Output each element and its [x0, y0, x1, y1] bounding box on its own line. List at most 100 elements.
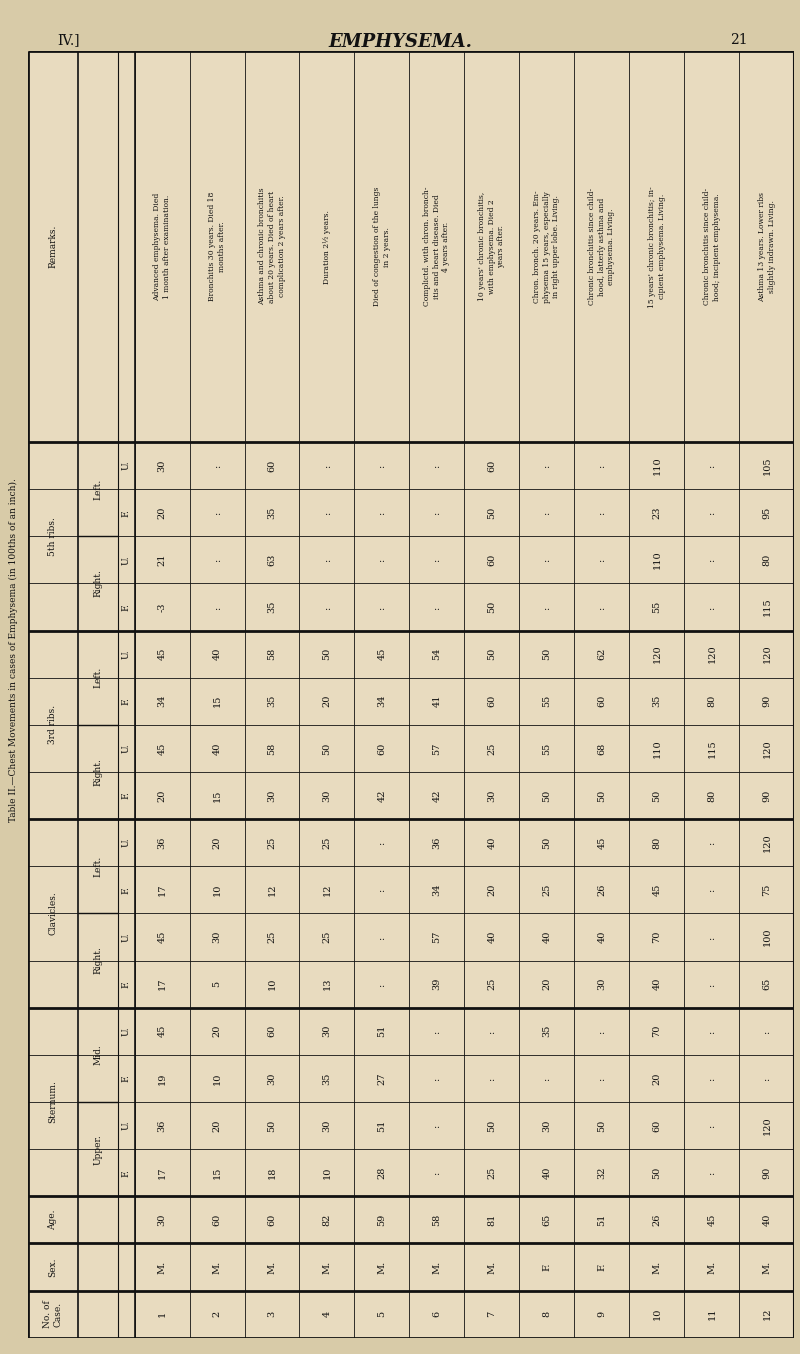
Text: 75: 75 — [762, 884, 771, 896]
Text: 9: 9 — [598, 1311, 606, 1317]
Text: 30: 30 — [322, 1120, 331, 1132]
Text: 3: 3 — [267, 1311, 277, 1317]
Text: 20: 20 — [653, 1072, 662, 1085]
Text: 40: 40 — [762, 1213, 771, 1227]
Text: 50: 50 — [598, 1120, 606, 1132]
Text: 57: 57 — [433, 930, 442, 944]
Text: 50: 50 — [542, 837, 551, 849]
Text: 3rd ribs.: 3rd ribs. — [49, 705, 58, 745]
Text: :: : — [598, 558, 606, 562]
Text: 45: 45 — [158, 649, 166, 661]
Text: 19: 19 — [158, 1072, 166, 1085]
Text: 82: 82 — [322, 1213, 331, 1227]
Text: 45: 45 — [158, 742, 166, 754]
Text: Chronic bronchitis since child-
hood, latterly asthma and
emphysema. Living.: Chronic bronchitis since child- hood, la… — [589, 188, 615, 305]
Text: 20: 20 — [322, 695, 331, 707]
Text: 95: 95 — [762, 506, 771, 519]
Text: 5: 5 — [378, 1311, 386, 1317]
Text: 115: 115 — [762, 597, 771, 616]
Text: Sternum.: Sternum. — [49, 1080, 58, 1124]
Text: :: : — [707, 841, 717, 845]
Text: 7: 7 — [487, 1311, 497, 1317]
Text: U.: U. — [122, 743, 130, 753]
Text: 50: 50 — [487, 506, 497, 519]
Text: F.: F. — [122, 697, 130, 705]
Text: 10 years' chronic bronchitis,
with emphysema. Died 2
years after.: 10 years' chronic bronchitis, with emphy… — [478, 192, 506, 302]
Text: 10: 10 — [213, 1072, 222, 1085]
Text: Right.: Right. — [94, 758, 102, 785]
Text: 80: 80 — [707, 789, 717, 802]
Text: 36: 36 — [158, 837, 166, 849]
Text: M.: M. — [322, 1261, 331, 1274]
Text: U.: U. — [122, 1026, 130, 1036]
Text: 10: 10 — [267, 978, 277, 990]
Text: 25: 25 — [487, 978, 497, 990]
Text: Asthma 13 years. Lower ribs
slightly indrawn. Living.: Asthma 13 years. Lower ribs slightly ind… — [758, 192, 776, 302]
Text: :: : — [213, 464, 222, 467]
Text: 20: 20 — [158, 789, 166, 802]
Text: 63: 63 — [267, 554, 277, 566]
Text: 13: 13 — [322, 978, 331, 990]
Text: Age.: Age. — [49, 1209, 58, 1231]
Text: 50: 50 — [542, 789, 551, 802]
Text: :: : — [487, 1029, 497, 1033]
Text: :: : — [762, 1076, 771, 1080]
Text: 50: 50 — [267, 1120, 277, 1132]
Text: 40: 40 — [213, 649, 222, 661]
Text: :: : — [433, 605, 442, 608]
Text: :: : — [707, 1171, 717, 1174]
Text: :: : — [433, 1076, 442, 1080]
Text: M.: M. — [653, 1261, 662, 1274]
Text: 30: 30 — [598, 978, 606, 990]
Text: Sex.: Sex. — [49, 1258, 58, 1277]
Text: 55: 55 — [542, 695, 551, 707]
Text: :: : — [542, 1076, 551, 1080]
Text: 25: 25 — [487, 742, 497, 754]
Text: :: : — [487, 1076, 497, 1080]
Text: 25: 25 — [487, 1167, 497, 1179]
Text: 51: 51 — [598, 1213, 606, 1227]
Text: 20: 20 — [158, 506, 166, 519]
Text: :: : — [378, 464, 386, 467]
Text: -3: -3 — [158, 603, 166, 612]
Text: 40: 40 — [542, 930, 551, 944]
Text: :: : — [707, 558, 717, 562]
Text: 45: 45 — [598, 837, 606, 849]
Text: :: : — [322, 510, 331, 515]
Text: :: : — [378, 936, 386, 938]
Text: :: : — [707, 1124, 717, 1127]
Text: 20: 20 — [487, 884, 497, 896]
Text: 62: 62 — [598, 649, 606, 661]
Text: 45: 45 — [707, 1213, 717, 1227]
Text: 25: 25 — [542, 884, 551, 896]
Text: U.: U. — [122, 555, 130, 565]
Text: 30: 30 — [267, 789, 277, 802]
Text: Clavicles.: Clavicles. — [49, 891, 58, 936]
Text: Right.: Right. — [94, 570, 102, 597]
Text: M.: M. — [267, 1261, 277, 1274]
Text: M.: M. — [433, 1261, 442, 1274]
Text: :: : — [707, 888, 717, 891]
Text: Chronic bronchitis since child-
hood; incipient emphysema.: Chronic bronchitis since child- hood; in… — [703, 188, 721, 305]
Text: Table II.—Chest Movements in cases of Emphysema (in 100ths of an inch).: Table II.—Chest Movements in cases of Em… — [9, 478, 18, 822]
Text: 2: 2 — [213, 1311, 222, 1317]
Text: 5: 5 — [213, 982, 222, 987]
Text: IV.]: IV.] — [58, 32, 80, 47]
Text: Right.: Right. — [94, 946, 102, 975]
Text: :: : — [378, 983, 386, 986]
Text: 81: 81 — [487, 1213, 497, 1227]
Text: 17: 17 — [158, 978, 166, 990]
Text: Duration 2½ years.: Duration 2½ years. — [323, 210, 331, 283]
Text: 80: 80 — [653, 837, 662, 849]
Text: 57: 57 — [433, 742, 442, 754]
Text: 58: 58 — [267, 742, 277, 754]
Text: 27: 27 — [378, 1072, 386, 1085]
Text: 6: 6 — [433, 1311, 442, 1317]
Text: 120: 120 — [762, 1116, 771, 1135]
Text: 35: 35 — [267, 506, 277, 519]
Text: 15: 15 — [213, 695, 222, 707]
Text: 41: 41 — [433, 695, 442, 708]
Text: 80: 80 — [707, 695, 717, 707]
Text: Complictd. with chron. bronch-
itis and heart disease. Died
4 years after.: Complictd. with chron. bronch- itis and … — [423, 187, 450, 306]
Text: 68: 68 — [598, 742, 606, 754]
